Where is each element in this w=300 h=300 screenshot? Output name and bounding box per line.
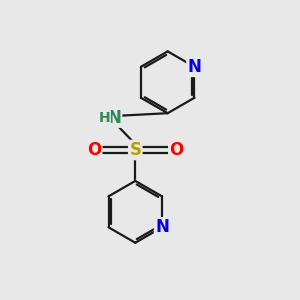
Text: O: O xyxy=(169,141,184,159)
Text: N: N xyxy=(107,109,121,127)
Text: S: S xyxy=(129,141,141,159)
Text: H: H xyxy=(98,111,110,124)
Text: N: N xyxy=(188,58,201,76)
Text: O: O xyxy=(87,141,101,159)
Text: N: N xyxy=(155,218,169,236)
